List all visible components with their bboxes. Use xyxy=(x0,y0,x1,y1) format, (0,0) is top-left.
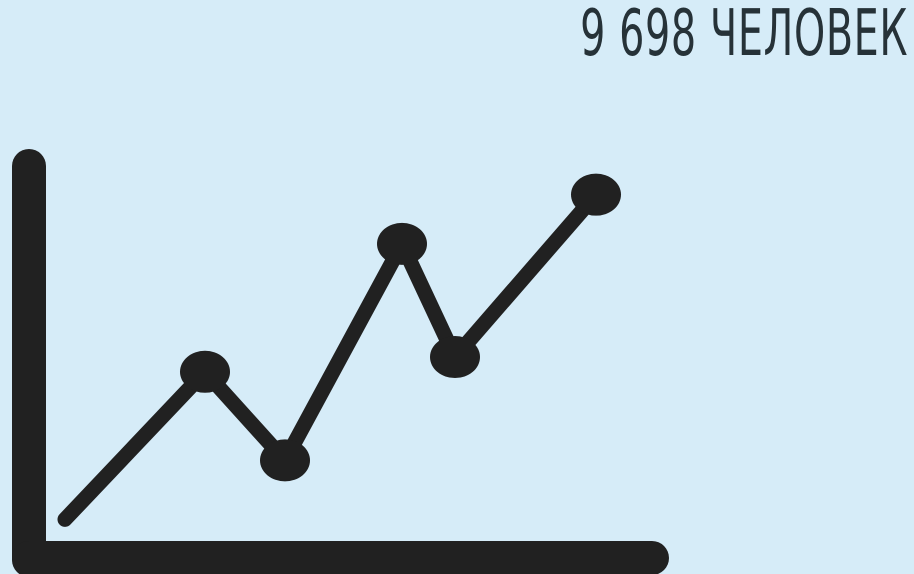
trend-point xyxy=(571,173,621,216)
trend-polyline xyxy=(57,187,604,527)
trend-point xyxy=(180,350,230,393)
trend-line xyxy=(57,173,621,527)
chart-axes xyxy=(12,149,669,574)
trend-point xyxy=(260,439,310,482)
trend-point xyxy=(377,222,427,265)
headline: 9 698 ЧЕЛОВЕК xyxy=(579,0,908,71)
trend-point xyxy=(430,336,480,379)
